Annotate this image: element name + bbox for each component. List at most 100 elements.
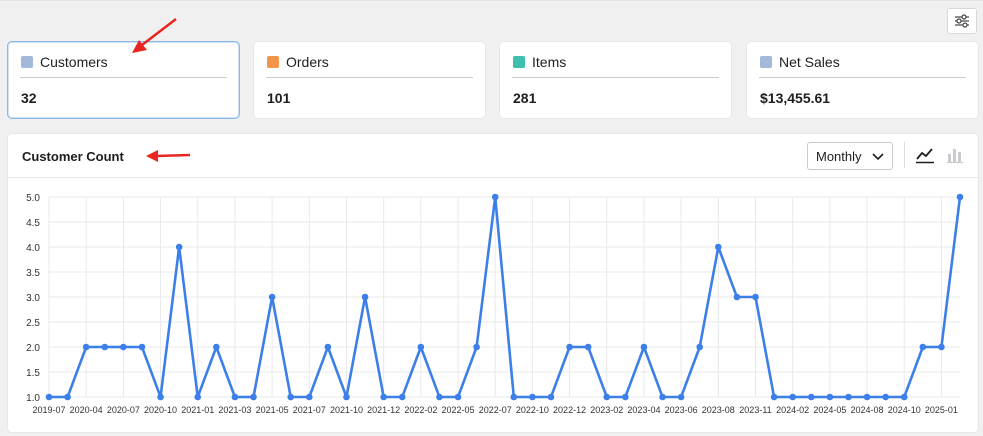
data-point [733,293,741,301]
sliders-icon [955,14,969,28]
bar-chart-icon [947,149,963,164]
x-tick-label: 2022-02 [404,405,437,415]
data-point [956,193,964,201]
data-point [529,393,536,401]
card-label: Net Sales [779,54,840,70]
x-tick-label: 2021-01 [181,405,214,415]
x-tick-label: 2021-12 [367,405,400,415]
y-tick-label: 1.5 [26,368,40,379]
data-point [473,343,480,351]
x-tick-label: 2020-04 [70,405,103,415]
data-point [677,393,685,401]
y-tick-label: 3.5 [26,268,40,279]
summary-cards: Customers 32 Orders 101 Items 281 Net Sa… [7,41,979,119]
card-value: $13,455.61 [760,90,831,106]
data-point [807,393,815,401]
x-tick-label: 2025-01 [925,405,958,415]
card-value: 32 [21,90,37,106]
y-tick-label: 2.5 [26,318,40,329]
card-divider [266,77,473,78]
data-point [696,343,704,351]
data-point [454,393,462,401]
data-point [603,393,611,401]
data-point [938,343,945,351]
x-tick-label: 2021-03 [218,405,251,415]
data-point [194,393,202,401]
card-value: 281 [513,90,537,106]
data-point [547,393,555,401]
data-point [640,343,648,351]
card-divider [512,77,719,78]
card-customers[interactable]: Customers 32 [7,41,240,119]
data-point [566,343,573,351]
card-orders[interactable]: Orders 101 [253,41,486,119]
data-point [361,293,369,301]
x-tick-label: 2021-07 [293,405,326,415]
x-tick-label: 2023-08 [702,405,735,415]
x-tick-label: 2021-10 [330,405,363,415]
x-tick-label: 2024-08 [851,405,884,415]
data-point [324,343,332,351]
net-sales-swatch [760,56,772,68]
data-point [826,393,834,401]
data-point [287,393,294,401]
card-label: Orders [286,54,329,70]
items-swatch [513,56,525,68]
y-tick-label: 1.0 [26,393,40,404]
card-items[interactable]: Items 281 [499,41,732,119]
data-point [138,343,146,351]
x-tick-label: 2023-02 [590,405,623,415]
x-tick-label: 2024-02 [776,405,809,415]
data-point [45,393,53,401]
x-tick-label: 2023-06 [665,405,698,415]
data-point [863,393,871,401]
card-net-sales[interactable]: Net Sales $13,455.61 [746,41,979,119]
line-chart-icon [916,148,934,164]
data-point [900,393,908,401]
line-chart-button[interactable] [914,144,936,166]
annotation-arrow-chart-title [146,150,191,162]
data-point [845,393,852,401]
data-point [622,393,629,401]
data-point [157,393,164,401]
data-point [752,293,759,301]
data-point [398,393,406,401]
x-tick-label: 2021-05 [256,405,289,415]
data-point [510,393,518,401]
chart-settings-button[interactable] [947,8,977,34]
data-point [305,393,313,401]
data-point [919,343,927,351]
x-tick-label: 2022-10 [516,405,549,415]
data-point [268,293,276,301]
bar-chart-button[interactable] [944,144,966,166]
card-divider [759,77,966,78]
data-point [120,343,127,351]
data-point [491,193,499,201]
card-divider [20,77,227,78]
orders-swatch [267,56,279,68]
card-label: Customers [40,54,108,70]
chart-title: Customer Count [22,149,124,164]
y-tick-label: 3.0 [26,293,40,304]
card-value: 101 [267,90,291,106]
toolbar-separator [904,142,905,168]
data-point [770,393,778,401]
data-point [82,343,90,351]
data-point [343,393,350,401]
x-tick-label: 2019-07 [32,405,65,415]
y-tick-label: 5.0 [26,193,40,204]
y-tick-label: 2.0 [26,343,40,354]
data-point [213,343,220,351]
x-tick-label: 2022-12 [553,405,586,415]
data-point [436,393,443,401]
x-tick-label: 2024-05 [813,405,846,415]
period-select[interactable]: Monthly [807,142,893,170]
data-point [101,343,109,351]
y-tick-label: 4.5 [26,218,40,229]
x-tick-label: 2024-10 [888,405,921,415]
data-point [64,393,71,401]
x-tick-label: 2022-07 [479,405,512,415]
y-tick-label: 4.0 [26,243,40,254]
period-select-value: Monthly [816,148,862,164]
top-border [0,0,983,1]
